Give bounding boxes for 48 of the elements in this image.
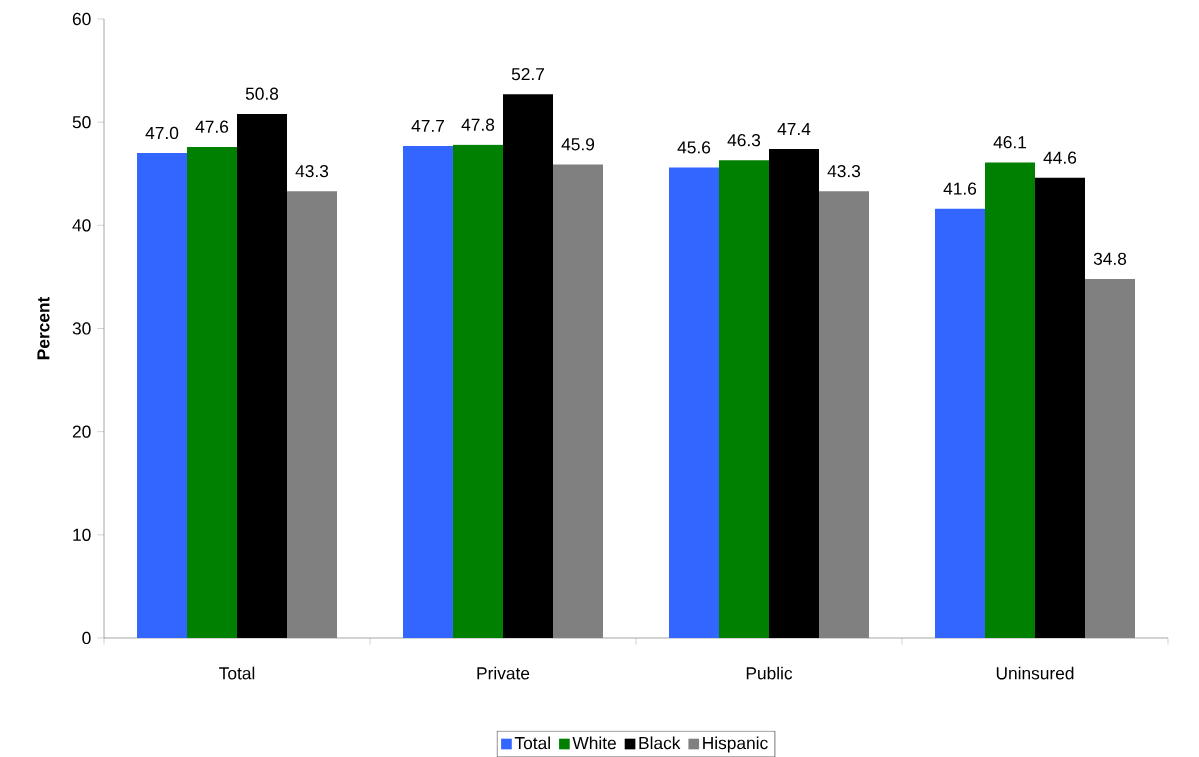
legend-label: White [572,736,616,750]
bar [137,153,188,638]
x-tick-label: Uninsured [996,666,1074,680]
bar [935,208,985,638]
legend-label: Black [639,736,681,750]
x-tick-label: Total [219,666,255,680]
bar [769,148,819,638]
y-tick-label: 40 [72,219,91,232]
bar [553,164,603,638]
data-label: 50.8 [245,87,279,100]
data-label: 45.6 [677,141,711,154]
x-tick-label: Private [477,666,530,680]
bar [503,94,553,638]
data-label: 34.8 [1093,252,1127,265]
legend-label: Total [514,736,550,750]
bar [453,144,504,638]
bar [1035,177,1085,638]
data-label: 47.4 [777,122,811,135]
y-tick-label: 20 [72,425,91,438]
y-tick-label: 0 [82,631,91,645]
bar [985,162,1035,638]
bar [287,191,338,638]
data-label: 52.7 [511,67,544,81]
y-tick-label: 10 [73,528,91,541]
y-tick-label: 60 [72,12,91,26]
bar [187,146,238,638]
data-label: 47.6 [195,120,229,133]
data-label: 46.1 [993,135,1027,149]
data-label: 47.7 [411,119,444,132]
data-label: 47.0 [145,126,179,139]
bar [819,191,869,638]
bar [403,145,454,638]
x-tick-label: Public [746,666,793,680]
data-label: 41.6 [943,182,977,195]
y-tick-label: 50 [72,115,91,129]
data-label: 43.3 [295,164,329,178]
bar [669,167,719,638]
bar [719,160,770,638]
data-label: 47.8 [461,118,495,131]
bar [1085,278,1135,638]
data-label: 45.9 [561,138,595,151]
data-label: 46.3 [727,133,761,147]
bar [237,113,288,638]
y-axis-title: Percent [37,296,50,360]
y-tick-label: 30 [72,322,91,335]
data-label: 44.6 [1043,151,1077,164]
data-label: 43.3 [827,164,861,178]
legend-label: Hispanic [703,736,768,753]
